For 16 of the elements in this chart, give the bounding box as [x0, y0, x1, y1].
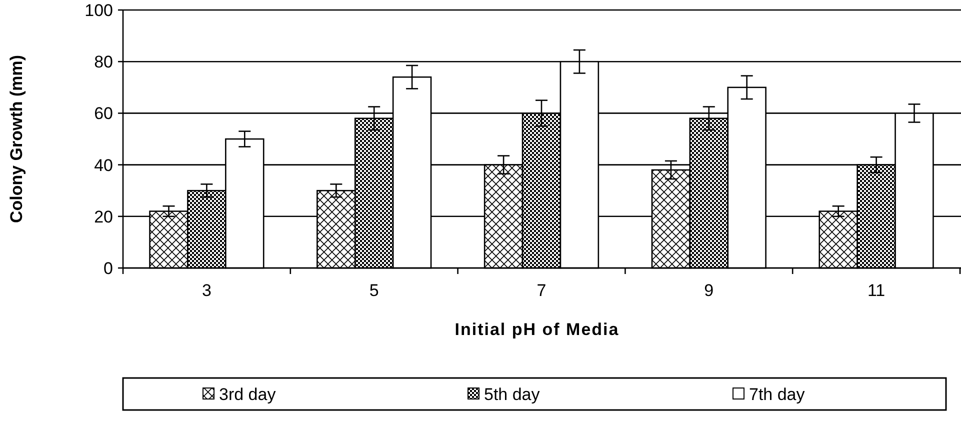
x-axis-title: Initial pH of Media	[454, 320, 620, 339]
y-tick-label: 0	[104, 258, 113, 278]
y-tick-label: 60	[94, 104, 113, 124]
y-tick-label: 20	[94, 207, 113, 226]
x-tick-label: 5	[369, 281, 379, 300]
x-tick-label: 3	[202, 281, 212, 300]
legend-label: 3rd day	[219, 384, 276, 404]
y-tick-label: 100	[84, 0, 113, 20]
y-tick-label: 80	[94, 52, 113, 72]
x-tick-label: 7	[536, 281, 546, 300]
legend-label: 7th day	[749, 384, 806, 404]
x-tick-label: 11	[867, 281, 886, 300]
x-tick-label: 9	[704, 281, 714, 300]
legend-label: 5th day	[484, 384, 540, 404]
y-tick-label: 40	[94, 156, 113, 175]
y-axis-title: Colony Growth (mm)	[7, 54, 26, 224]
